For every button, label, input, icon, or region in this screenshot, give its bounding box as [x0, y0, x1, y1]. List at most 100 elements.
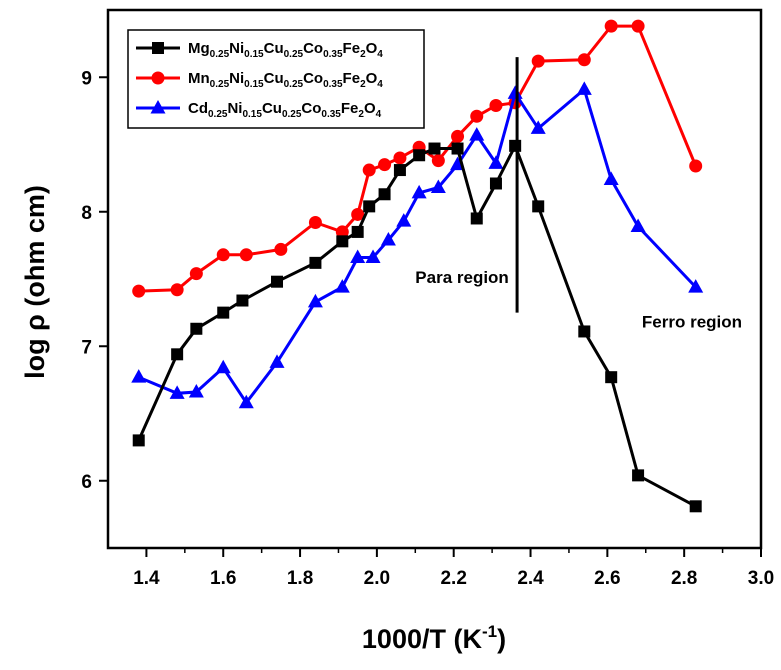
x-tick-label-2: 1.8 [287, 568, 313, 589]
series-1-point-22 [689, 159, 703, 173]
legend-label-2-part-7: 0.35 [321, 109, 341, 120]
legend-label-1-part-10: O [366, 70, 378, 87]
series-0-point-15 [470, 212, 483, 225]
series-0-point-6 [309, 256, 322, 269]
series-0-point-12 [413, 149, 426, 162]
series-2-point-10 [380, 231, 396, 246]
legend-label-2-part-9: 2 [358, 109, 364, 120]
series-0-point-16 [489, 177, 502, 190]
legend-label-2-part-10: O [364, 100, 376, 117]
legend-label-2-part-2: Ni [227, 100, 242, 117]
legend-label-1-part-1: 0.25 [210, 79, 230, 90]
series-0 [132, 139, 702, 513]
series-0-point-4 [236, 294, 249, 307]
legend-label-1-part-11: 4 [377, 79, 383, 90]
legend-label-2-part-1: 0.25 [208, 109, 228, 120]
series-group [131, 19, 704, 513]
x-axis-title-sup: -1 [482, 622, 497, 641]
x-axis-title-tail: ) [497, 624, 506, 654]
series-1-point-15 [470, 109, 484, 123]
series-0-point-21 [632, 469, 645, 482]
legend-label-1-part-4: Cu [264, 70, 284, 87]
series-1-point-2 [189, 267, 203, 281]
series-0-point-20 [605, 371, 618, 384]
series-1-point-8 [351, 207, 365, 221]
series-1-point-11 [393, 151, 407, 165]
x-tick-label-0: 1.4 [133, 568, 160, 589]
series-0-point-8 [351, 225, 364, 238]
legend-label-2-part-5: 0.25 [282, 109, 302, 120]
legend-label-0-part-5: 0.25 [284, 49, 304, 60]
series-0-point-5 [271, 275, 284, 288]
legend-label-0-part-8: Fe [343, 40, 361, 57]
legend-marker-2 [150, 100, 166, 114]
y-tick-label-3: 9 [81, 68, 92, 89]
series-0-point-1 [171, 348, 184, 361]
series-2-point-15 [469, 127, 485, 141]
legend-label-0-part-2: Ni [229, 40, 244, 57]
y-tick-label-2: 8 [81, 203, 92, 224]
series-0-point-9 [363, 200, 376, 213]
series-2-point-12 [411, 184, 427, 199]
legend-label-2-part-11: 4 [376, 109, 382, 120]
axis-ticks: 1.4 1.6 1.8 2.0 2.2 2.4 2.6 2.8 3.0 6 7 8 9 [81, 68, 774, 589]
series-0-point-19 [578, 325, 591, 338]
x-tick-label-6: 2.6 [594, 568, 620, 589]
series-2-point-19 [576, 81, 592, 95]
annotations: Para region Ferro region [415, 57, 742, 331]
series-2-point-0 [131, 369, 147, 383]
series-0-point-14 [451, 142, 464, 155]
series-1-point-18 [531, 54, 545, 68]
legend-label-0-part-7: 0.35 [323, 49, 343, 60]
x-axis-title-base: 1000/T (K [362, 624, 483, 654]
legend-label-1-part-6: Co [303, 70, 323, 87]
legend-label-0-part-11: 4 [377, 49, 383, 60]
series-1-point-14 [451, 129, 465, 143]
legend-label-1-part-9: 2 [360, 79, 366, 90]
series-1-point-19 [577, 53, 591, 67]
series-2-point-3 [215, 359, 231, 374]
series-0-point-22 [689, 500, 702, 513]
y-tick-label-1: 7 [81, 337, 92, 358]
x-tick-label-4: 2.2 [440, 568, 466, 589]
legend-label-2-part-3: 0.15 [242, 109, 262, 120]
x-tick-label-3: 2.0 [364, 568, 390, 589]
legend-marker-0 [152, 42, 164, 54]
series-2-point-17 [507, 85, 523, 99]
legend: Mg0.25Ni0.15Cu0.25Co0.35Fe2O4Mn0.25Ni0.1… [127, 29, 425, 129]
series-2-point-20 [603, 171, 619, 185]
series-2-line [138, 86, 697, 406]
legend-label-0-part-0: Mg [188, 40, 210, 57]
series-1-point-9 [362, 163, 376, 177]
legend-label-1-part-7: 0.35 [323, 79, 343, 90]
legend-label-0-part-4: Cu [264, 40, 284, 57]
annotation-0: Para region [415, 268, 509, 287]
series-0-point-11 [393, 164, 406, 177]
series-0-point-13 [428, 142, 441, 155]
legend-label-1-part-5: 0.25 [284, 79, 304, 90]
series-1-point-7 [335, 225, 349, 239]
series-1-point-0 [132, 284, 146, 298]
series-2-point-7 [334, 279, 350, 293]
series-1 [132, 19, 703, 298]
legend-label-0-part-9: 2 [360, 49, 366, 60]
series-0-point-7 [336, 235, 349, 248]
legend-label-2-part-0: Cd [188, 100, 208, 117]
series-1-point-21 [631, 19, 645, 33]
series-2-point-21 [630, 218, 646, 233]
legend-label-1-part-2: Ni [229, 70, 244, 87]
series-0-point-0 [132, 434, 145, 447]
series-2-point-5 [269, 354, 285, 368]
series-1-point-20 [604, 19, 618, 33]
legend-label-1-part-3: 0.15 [244, 79, 264, 90]
series-1-point-10 [378, 158, 392, 172]
series-1-point-4 [239, 248, 253, 262]
series-0-point-2 [190, 322, 203, 335]
series-2-point-4 [238, 394, 254, 409]
series-1-point-13 [431, 154, 445, 168]
series-2-point-6 [307, 293, 323, 308]
series-1-point-6 [308, 216, 322, 230]
legend-label-2-part-4: Cu [262, 100, 282, 117]
legend-label-2-part-6: Co [301, 100, 321, 117]
